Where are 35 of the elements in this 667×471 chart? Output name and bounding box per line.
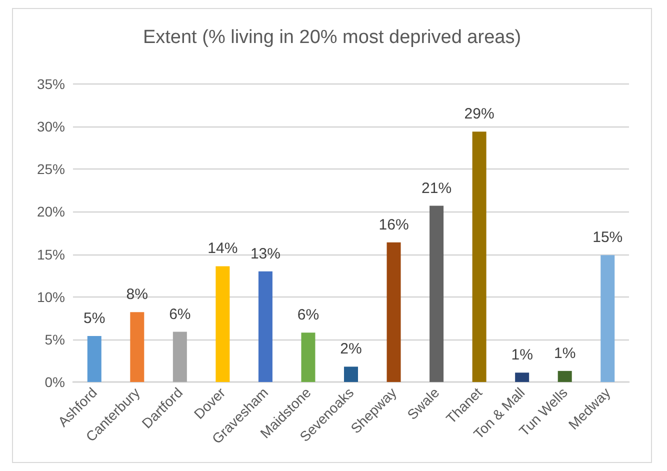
data-label: 1%	[554, 344, 576, 362]
data-label: 1%	[511, 346, 533, 364]
y-tick-label: 20%	[36, 204, 65, 220]
y-tick-label: 25%	[36, 161, 65, 178]
y-tick-label: 15%	[36, 246, 65, 262]
data-label: 15%	[592, 229, 623, 246]
data-label: 16%	[378, 216, 409, 234]
y-tick-label: 0%	[44, 374, 65, 390]
bar	[258, 271, 272, 382]
bar	[558, 370, 572, 382]
bar	[386, 242, 401, 382]
bar	[172, 332, 187, 382]
data-label: 13%	[250, 245, 280, 262]
y-tick-label: 35%	[36, 76, 65, 92]
data-label: 21%	[422, 180, 452, 197]
chart-title: Extent (% living in 20% most deprived areas)	[142, 27, 522, 48]
y-tick-label: 10%	[36, 288, 65, 305]
data-label: 14%	[208, 240, 238, 258]
bar	[600, 255, 615, 382]
bar	[430, 206, 444, 382]
data-label: 6%	[169, 306, 191, 323]
data-label: 5%	[84, 310, 106, 328]
bar	[301, 332, 316, 382]
y-tick-label: 5%	[44, 331, 65, 348]
bar	[87, 336, 102, 382]
bar	[472, 132, 486, 382]
bar	[216, 266, 230, 382]
y-tick-label: 30%	[36, 118, 65, 135]
data-label: 2%	[340, 340, 362, 358]
data-label: 29%	[464, 106, 494, 123]
data-label: 8%	[126, 286, 148, 304]
bar	[130, 312, 144, 382]
bar	[515, 372, 530, 382]
data-label: 6%	[297, 306, 320, 324]
bar	[344, 366, 358, 382]
